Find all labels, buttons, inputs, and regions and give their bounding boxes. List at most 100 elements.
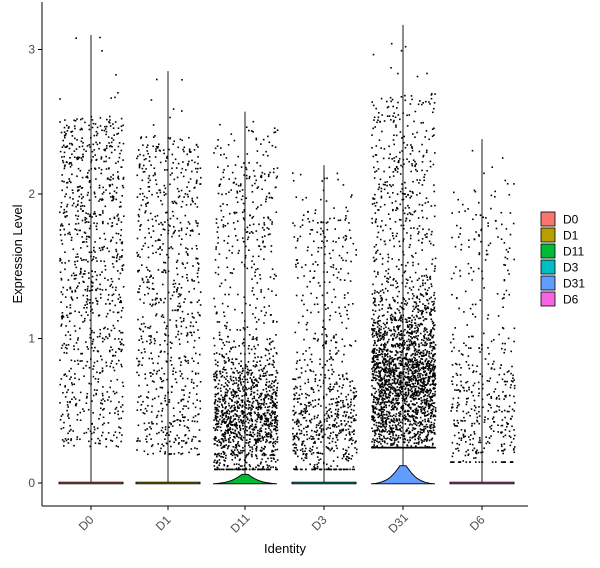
data-point (237, 383, 240, 386)
data-point (178, 338, 181, 341)
data-point (349, 381, 351, 383)
data-point (420, 367, 423, 369)
data-point (216, 461, 219, 463)
data-point (88, 181, 91, 183)
data-point (300, 411, 302, 414)
data-point (326, 271, 328, 273)
data-point (236, 454, 239, 456)
data-point (228, 293, 230, 296)
data-point (67, 344, 70, 346)
data-point (70, 164, 73, 166)
data-point (161, 380, 163, 383)
data-point (388, 157, 390, 160)
data-point (92, 412, 94, 414)
data-point (385, 396, 387, 398)
data-point (413, 376, 415, 378)
data-point (250, 266, 253, 269)
data-point (219, 183, 221, 186)
data-point (317, 389, 320, 392)
data-point (340, 420, 342, 422)
data-point (423, 330, 425, 333)
data-point (232, 439, 234, 441)
data-point (377, 333, 379, 335)
data-point (148, 186, 151, 188)
data-point (86, 298, 89, 300)
data-point (270, 435, 272, 437)
data-point (243, 422, 246, 424)
data-point (434, 204, 436, 207)
data-point (432, 402, 434, 404)
data-point (99, 413, 101, 416)
data-point (257, 437, 259, 440)
data-point (242, 327, 245, 329)
data-point (101, 370, 104, 373)
data-point (246, 326, 249, 328)
data-point (239, 184, 242, 187)
data-point (237, 415, 239, 417)
data-point (384, 389, 386, 392)
data-point (86, 245, 89, 248)
data-point (347, 460, 350, 462)
data-point (332, 388, 334, 390)
data-point (347, 446, 350, 449)
data-point (173, 441, 175, 444)
data-point (388, 404, 391, 407)
data-point (347, 317, 350, 320)
data-point (67, 232, 69, 235)
data-point (391, 378, 394, 381)
data-point (91, 216, 93, 218)
data-point (63, 131, 66, 133)
data-point (395, 166, 398, 168)
data-point (384, 395, 387, 397)
data-point (103, 129, 106, 132)
data-point (423, 429, 425, 432)
data-point (411, 365, 414, 368)
data-point (314, 468, 316, 471)
data-point (161, 249, 163, 251)
data-point (270, 433, 272, 436)
data-point (273, 385, 275, 387)
data-point (221, 347, 223, 350)
data-point (411, 314, 413, 317)
data-point (329, 349, 331, 352)
data-point (392, 388, 394, 390)
data-point (267, 398, 270, 400)
data-point (303, 434, 305, 436)
data-point (250, 433, 252, 436)
data-point (214, 429, 216, 432)
data-point (397, 441, 400, 443)
data-point (382, 389, 384, 392)
data-point (248, 175, 251, 178)
data-point (411, 163, 413, 165)
data-point (221, 354, 223, 356)
data-point (316, 467, 319, 470)
data-point (430, 399, 433, 401)
data-point (244, 428, 247, 430)
data-point (175, 167, 178, 169)
data-point (260, 368, 263, 371)
data-point (186, 377, 189, 380)
data-point (183, 196, 185, 198)
data-point (105, 365, 108, 367)
data-point (418, 425, 421, 427)
data-point (276, 441, 279, 443)
data-point (136, 196, 139, 198)
data-point (156, 214, 159, 217)
data-point (395, 413, 398, 415)
data-point (98, 147, 100, 150)
data-point (118, 431, 121, 434)
data-point (260, 291, 262, 293)
data-point (423, 377, 426, 380)
data-point (315, 431, 318, 433)
data-point (156, 414, 159, 417)
data-point (268, 192, 270, 194)
data-point (413, 346, 415, 348)
data-point (414, 322, 416, 324)
data-point (165, 442, 168, 444)
data-point (155, 314, 157, 317)
data-point (232, 182, 235, 184)
data-point (273, 402, 275, 405)
data-point (65, 352, 68, 354)
data-point (80, 157, 83, 159)
data-point (428, 228, 430, 231)
